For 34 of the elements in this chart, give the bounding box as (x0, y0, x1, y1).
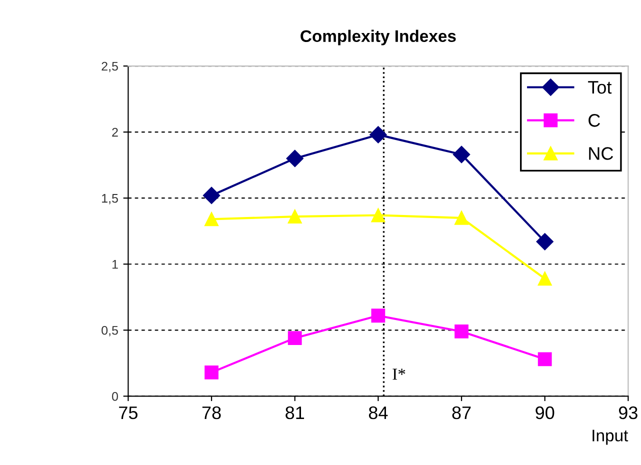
point (288, 210, 302, 224)
x-tick-label: 75 (119, 406, 138, 420)
point (370, 126, 387, 144)
y-tick-label: 1,5 (102, 194, 118, 204)
legend-label: NC (589, 147, 614, 160)
point (204, 365, 218, 380)
y-tick-label: 0,5 (102, 326, 118, 336)
legend-label: C (588, 114, 600, 127)
y-tick-label: 2 (112, 128, 118, 137)
legend-label: Tot (588, 81, 612, 94)
x-tick-label: 87 (452, 406, 471, 420)
y-tick-label: 1 (112, 260, 118, 269)
y-tick-label: 2,5 (102, 62, 118, 72)
point (536, 233, 554, 250)
point (538, 352, 552, 366)
x-tick-label: 93 (618, 406, 638, 420)
point (204, 212, 218, 226)
point (371, 308, 386, 323)
x-tick-label: 84 (368, 406, 388, 420)
point (538, 272, 552, 286)
ref-line-label: I* (392, 368, 406, 380)
point (454, 324, 468, 338)
point (286, 150, 304, 168)
point (288, 331, 302, 346)
point (202, 186, 220, 204)
point (452, 146, 470, 164)
x-tick-label: 81 (286, 406, 304, 420)
x-axis-title: Input (592, 430, 628, 445)
y-tick-label: 0 (112, 392, 118, 401)
point (371, 208, 386, 222)
x-tick-label: 90 (536, 406, 554, 420)
chart-title: Complexity Indexes (300, 30, 456, 46)
x-tick-label: 78 (202, 406, 221, 420)
point (454, 210, 468, 225)
